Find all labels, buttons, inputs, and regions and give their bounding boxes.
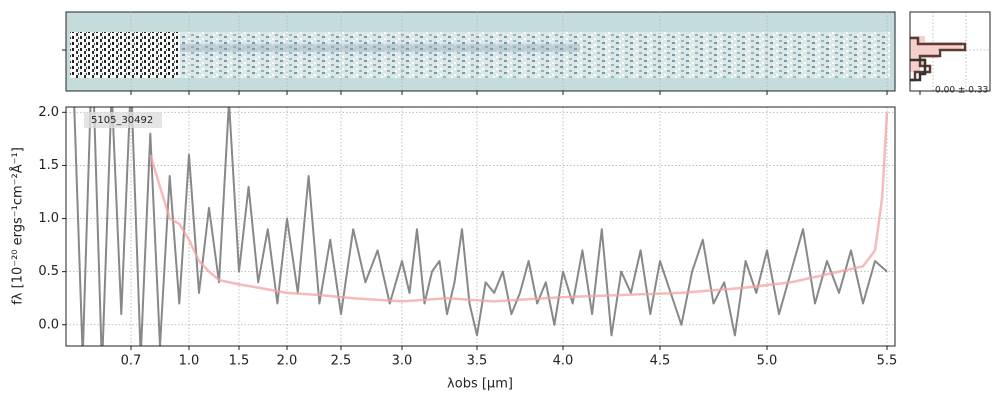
- x-axis-label: λobs [μm]: [447, 377, 513, 392]
- y-tick-label: 0.5: [38, 264, 59, 279]
- x-tick-label: 4.5: [650, 354, 671, 369]
- y-axis-label: fλ [10⁻²⁰ ergs⁻¹cm⁻²Å⁻¹]: [10, 147, 26, 305]
- x-tick-label: 2.5: [331, 354, 352, 369]
- spectrum-2d: [62, 11, 896, 92]
- x-tick-label: 1.0: [179, 354, 200, 369]
- x-tick-label: 4.0: [553, 354, 574, 369]
- model-line: [149, 112, 889, 303]
- plot-area: [66, 107, 895, 346]
- x-tick-label: 1.5: [229, 354, 250, 369]
- x-tick-label: 5.0: [757, 354, 778, 369]
- x-tick-label: 5.5: [877, 354, 898, 369]
- x-tick-label: 2.0: [277, 354, 298, 369]
- series-group: [73, 107, 889, 346]
- y-tick-label: 2.0: [38, 105, 59, 120]
- y-tick-label: 1.5: [38, 158, 59, 173]
- annotation: 5105_30492: [91, 115, 153, 126]
- axes-frame: [65, 106, 896, 347]
- y-tick-label: 1.0: [38, 211, 59, 226]
- annotation-box: [84, 112, 162, 128]
- x-tick-label: 3.0: [392, 354, 413, 369]
- x-tick-label: 3.5: [467, 354, 488, 369]
- spectrum-line: [73, 107, 888, 346]
- profile-label: 0.00 ± 0.33: [935, 86, 988, 96]
- y-tick-label: 0.0: [38, 317, 59, 332]
- x-tick-label: 0.7: [121, 354, 142, 369]
- profile-panel: 0.00 ± 0.33: [909, 11, 991, 96]
